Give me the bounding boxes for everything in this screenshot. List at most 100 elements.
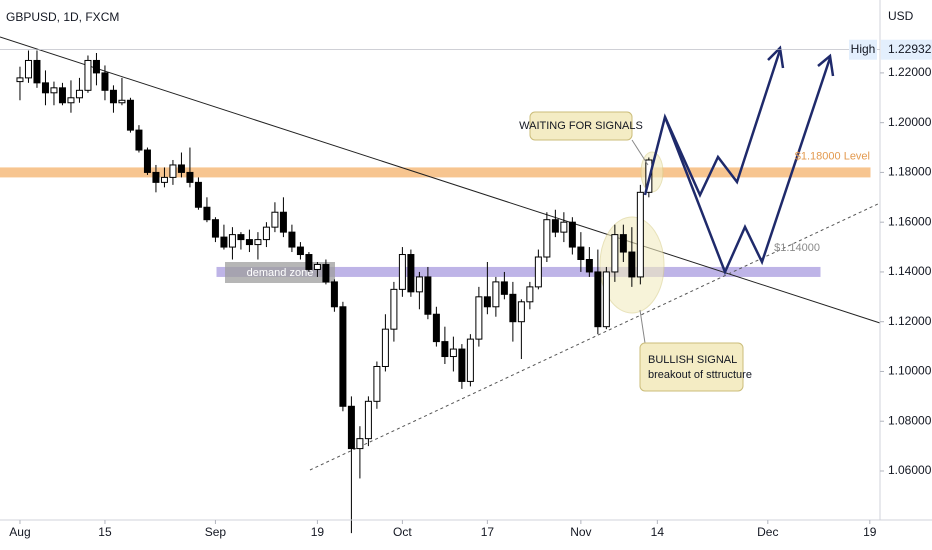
high-price: 1.22932 [888,42,932,56]
x-tick-label: 19 [311,525,325,539]
candle-body [271,211,279,228]
candle-body [432,313,440,343]
candle-body [296,246,304,256]
candle-body [330,281,338,308]
level-label: $1.18000 Level [795,150,870,162]
chart-title: GBPUSD, 1D, FXCM [6,10,119,24]
trendline [0,36,881,324]
support-trendline [309,202,881,471]
candle-body [24,59,32,79]
candle-body [50,87,58,94]
x-tick-label: Sep [205,525,227,539]
y-axis-label: USD [888,9,914,23]
level-band [216,266,821,277]
callout-text: WAITING FOR SIGNALS [519,120,643,132]
candle-body [75,89,83,99]
y-tick-label: 1.06000 [888,463,932,477]
y-tick-label: 1.18000 [888,165,932,179]
candle-body [636,191,644,278]
candle-body [92,59,100,74]
candle-body [492,281,500,308]
x-tick-label: Aug [9,525,30,539]
candle-body [135,129,143,151]
candle-body [84,59,92,91]
candle-body [101,72,109,91]
candle-body [203,206,211,221]
high-price-tag [881,39,932,60]
candle-body [169,164,177,178]
candle-body [415,276,423,293]
candle-body [194,181,202,208]
candle-body [313,263,321,270]
candle-body [126,99,134,131]
candle-body [602,271,610,328]
high-label: High [851,42,876,56]
candle-body [458,348,466,382]
candle-body [58,87,66,104]
candles [16,50,653,534]
projection-path [643,49,782,198]
candle-body [33,59,41,84]
x-tick-label: 19 [863,525,877,539]
candle-body [41,82,49,94]
callout-text: breakout of sttructure [648,369,752,381]
candle-body [398,254,406,290]
candle-body [152,171,160,183]
candle-body [611,234,619,273]
y-tick-label: 1.08000 [888,413,932,427]
candle-body [322,263,330,283]
candle-body [373,365,381,402]
candle-body [177,164,185,173]
candle-body [441,341,449,358]
candle-body [254,239,262,246]
candle-body [220,236,228,248]
candle-body [517,301,525,323]
candle-body [364,400,372,440]
candle-body [237,234,245,241]
candle-body [449,348,457,358]
candle-body [475,296,483,340]
candle-body [228,234,236,248]
candle-body [262,226,270,241]
level-bands [0,167,871,277]
candle-body [424,276,432,315]
candle-body [211,219,219,238]
candle-body [466,338,474,382]
candle-body [585,259,593,273]
callout-pointer [631,139,649,166]
y-tick-label: 1.20000 [888,115,932,129]
callout-box [529,111,633,141]
candle-body [143,149,151,173]
candle-body [628,251,636,278]
candle-body [67,97,75,104]
candle-body [619,234,627,253]
y-tick-label: 1.22000 [888,65,932,79]
projection-path [663,57,832,276]
arrow-head [767,45,785,69]
y-tick-label: 1.10000 [888,364,932,378]
candle-body [483,296,491,308]
candle-body [305,254,313,270]
candle-body [16,77,24,83]
candle-body [186,171,194,183]
x-tick-label: 14 [651,525,665,539]
x-tick-label: 17 [481,525,495,539]
candle-body [288,231,296,248]
candle-body [551,219,559,233]
candle-body [160,176,168,183]
candle-body [279,211,287,233]
candle-body [560,221,568,233]
x-tick-label: Nov [570,525,591,539]
callout-title: BULLISH SIGNAL [648,354,737,366]
candle-body [509,293,517,323]
candle-body [526,286,534,303]
y-tick-label: 1.14000 [888,264,932,278]
candle-body [500,281,508,295]
candle-body [543,219,551,258]
x-tick-label: Oct [393,525,412,539]
candle-body [381,328,389,367]
callout-pointer [639,309,646,344]
candle-body [118,99,126,104]
